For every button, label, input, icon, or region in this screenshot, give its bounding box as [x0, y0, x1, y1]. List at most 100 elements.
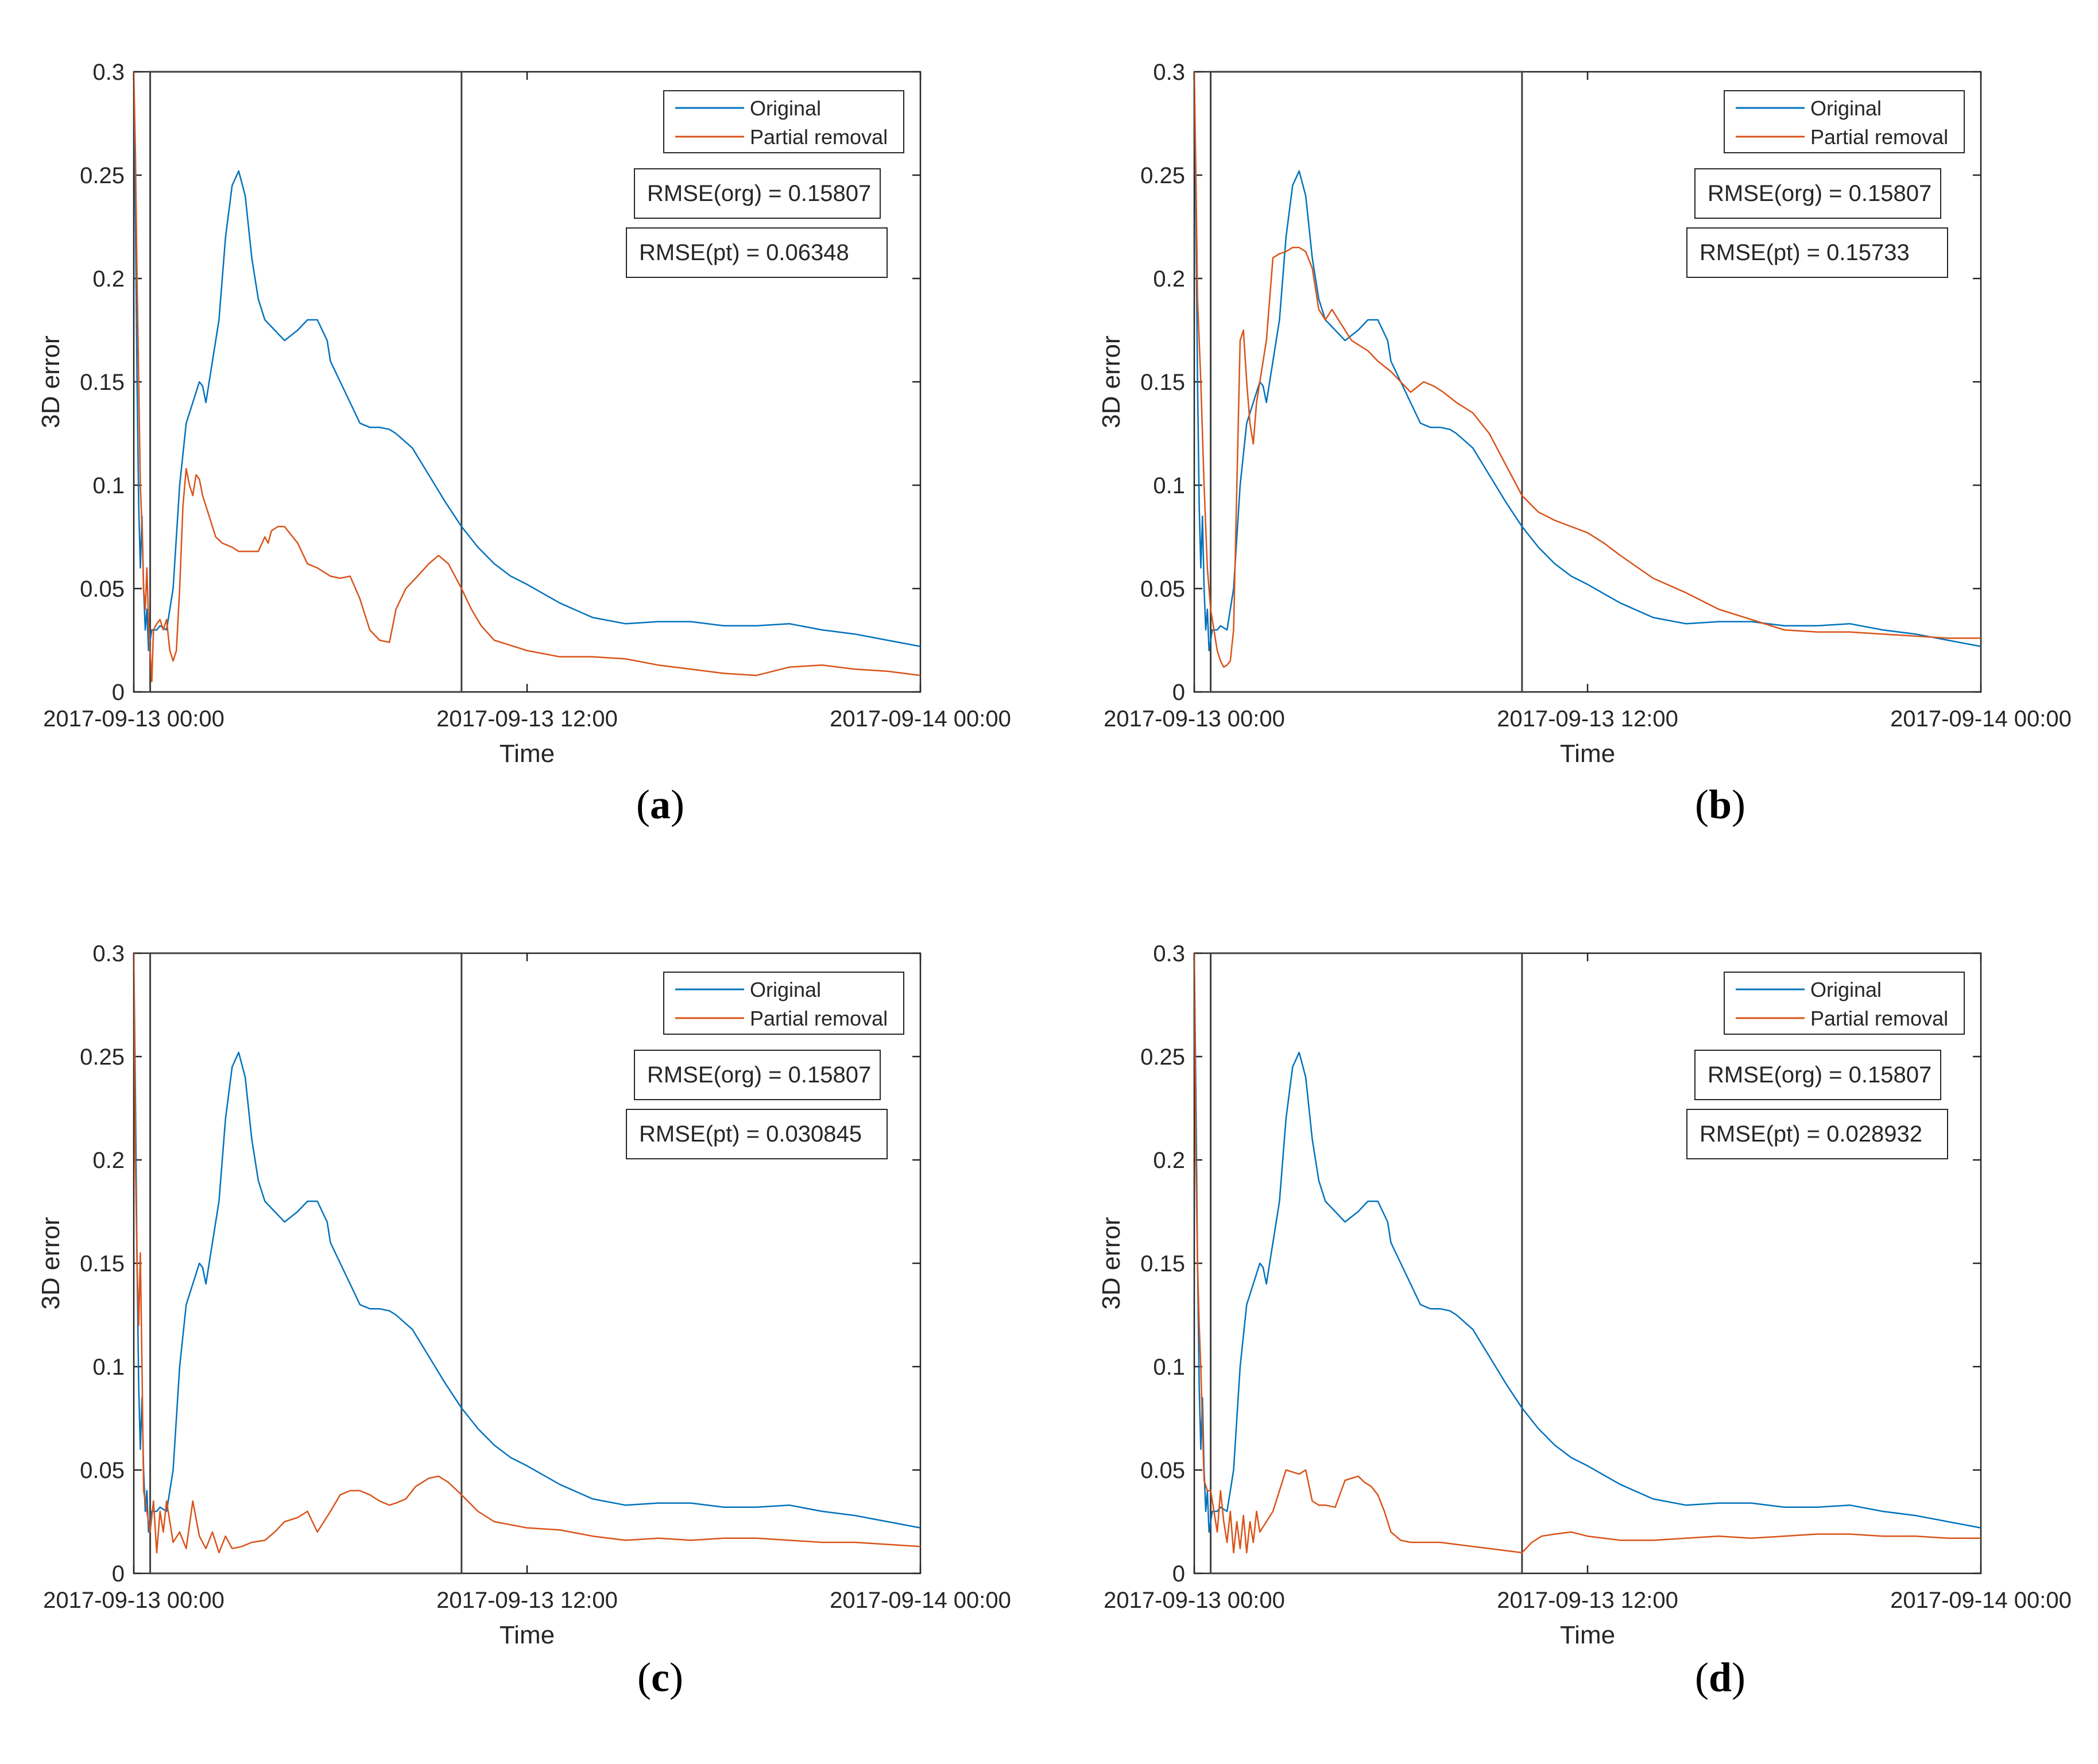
y-axis-label: 3D error	[37, 335, 65, 428]
panel-label-close: )	[1732, 1654, 1746, 1700]
annotation-text: RMSE(pt) = 0.15733	[1700, 240, 1910, 265]
y-tick-label: 0	[1172, 680, 1185, 705]
y-tick-label: 0.3	[92, 941, 125, 966]
x-tick-label: 2017-09-14 00:00	[1890, 706, 2072, 732]
panel-label-letter: c	[651, 1654, 669, 1700]
y-tick-label: 0.15	[80, 1251, 125, 1276]
panel-label-letter: d	[1708, 1654, 1732, 1700]
series-line-partial-removal	[1194, 72, 1981, 668]
x-tick-label: 2017-09-13 12:00	[1497, 1588, 1678, 1613]
x-axis-label: Time	[1560, 740, 1615, 768]
legend-label: Original	[750, 96, 821, 120]
y-tick-label: 0.3	[1153, 60, 1185, 85]
x-axis-label: Time	[500, 740, 555, 768]
series-line-original	[1194, 953, 1981, 1533]
annotation-text: RMSE(pt) = 0.030845	[639, 1121, 862, 1147]
y-tick-label: 0.1	[92, 473, 125, 498]
panel-label: (a)	[636, 781, 684, 829]
panel-label-close: )	[1732, 782, 1746, 827]
y-axis-label: 3D error	[1097, 1217, 1125, 1309]
y-tick-label: 0.1	[1153, 1355, 1185, 1380]
panel-label-letter: a	[650, 782, 671, 827]
x-tick-label: 2017-09-13 00:00	[1104, 1588, 1285, 1613]
y-tick-label: 0.25	[1140, 1045, 1185, 1070]
series-line-partial-removal	[134, 72, 920, 683]
y-tick-label: 0	[112, 680, 125, 705]
legend-box	[663, 90, 904, 153]
series-group	[134, 953, 920, 1554]
y-tick-label: 0.2	[92, 1148, 125, 1173]
annotation-box	[626, 227, 888, 278]
legend-label: Partial removal	[750, 1007, 888, 1030]
x-tick-label: 2017-09-13 12:00	[1497, 706, 1678, 732]
panel-label-open: (	[1694, 782, 1709, 827]
annotation-text: RMSE(pt) = 0.028932	[1700, 1121, 1922, 1147]
chart-panel-b: 0 0.05 0.1 0.15 0.2 0.25 0.3 2017-09-13 00:00 20…	[1097, 60, 2072, 768]
annotation-box	[1694, 168, 1941, 219]
y-tick-label: 0.2	[1153, 266, 1185, 292]
legend-box	[663, 972, 904, 1035]
series-line-original	[1194, 72, 1981, 652]
y-tick-label: 0.05	[1140, 577, 1185, 602]
legend-box	[1724, 90, 1965, 153]
legend-label: Partial removal	[1810, 125, 1948, 149]
x-tick-label: 2017-09-13 12:00	[436, 1588, 618, 1613]
panel-label: (b)	[1695, 781, 1745, 829]
chart-panel-d: 0 0.05 0.1 0.15 0.2 0.25 0.3 2017-09-13 00:00 20…	[1097, 941, 2072, 1649]
series-line-partial-removal	[134, 953, 920, 1554]
y-tick-label: 0.25	[80, 163, 125, 188]
y-tick-label: 0.3	[1153, 941, 1185, 966]
annotation-box	[634, 168, 881, 219]
y-tick-label: 0	[112, 1561, 125, 1587]
x-axis-label: Time	[500, 1621, 555, 1649]
y-tick-label: 0.15	[1140, 370, 1185, 395]
x-tick-label: 2017-09-13 00:00	[1104, 706, 1285, 732]
panel-label-close: )	[671, 782, 684, 827]
series-line-partial-removal	[1194, 953, 1981, 1554]
panel-label: (d)	[1695, 1654, 1745, 1701]
x-tick-label: 2017-09-13 00:00	[43, 1588, 224, 1613]
y-tick-label: 0.05	[80, 1458, 125, 1483]
series-group	[1194, 72, 1981, 668]
x-axis-label: Time	[1560, 1621, 1615, 1649]
chart-panel-a: 0 0.05 0.1 0.15 0.2 0.25 0.3 2017-09-13 00:00 20…	[37, 60, 1011, 768]
series-group	[1194, 953, 1981, 1554]
y-tick-label: 0.05	[1140, 1458, 1185, 1483]
legend-label: Partial removal	[750, 125, 888, 149]
panel-label-open: (	[637, 1654, 652, 1700]
x-tick-label: 2017-09-14 00:00	[830, 706, 1011, 732]
y-tick-label: 0.3	[92, 60, 125, 85]
legend-label: Original	[1810, 96, 1882, 120]
panel-label-letter: b	[1708, 782, 1732, 827]
y-tick-label: 0	[1172, 1561, 1185, 1587]
x-tick-label: 2017-09-13 00:00	[43, 706, 224, 732]
annotation-text: RMSE(pt) = 0.06348	[639, 240, 849, 265]
highlight-box	[149, 952, 463, 1575]
panel-label-open: (	[636, 782, 650, 827]
legend-box	[1724, 972, 1965, 1035]
series-group	[134, 72, 920, 683]
x-tick-label: 2017-09-13 12:00	[436, 706, 618, 732]
legend-label: Partial removal	[1810, 1007, 1948, 1030]
y-tick-label: 0.25	[1140, 163, 1185, 188]
annotation-box	[1694, 1050, 1941, 1100]
y-tick-label: 0.15	[80, 370, 125, 395]
annotation-box	[1686, 1109, 1948, 1159]
y-axis-label: 3D error	[37, 1217, 65, 1309]
y-tick-label: 0.15	[1140, 1251, 1185, 1276]
series-line-original	[134, 72, 920, 652]
y-axis-label: 3D error	[1097, 335, 1125, 428]
y-tick-label: 0.2	[1153, 1148, 1185, 1173]
panel-label-close: )	[669, 1654, 683, 1700]
annotation-text: RMSE(org) = 0.15807	[647, 181, 871, 206]
annotation-box	[626, 1109, 888, 1159]
y-tick-label: 0.1	[92, 1355, 125, 1380]
x-tick-label: 2017-09-14 00:00	[830, 1588, 1011, 1613]
highlight-box	[1210, 71, 1523, 693]
highlight-box	[149, 71, 463, 693]
legend-label: Original	[750, 978, 821, 1001]
y-tick-label: 0.25	[80, 1045, 125, 1070]
annotation-box	[634, 1050, 881, 1100]
panel-label-open: (	[1694, 1654, 1709, 1700]
